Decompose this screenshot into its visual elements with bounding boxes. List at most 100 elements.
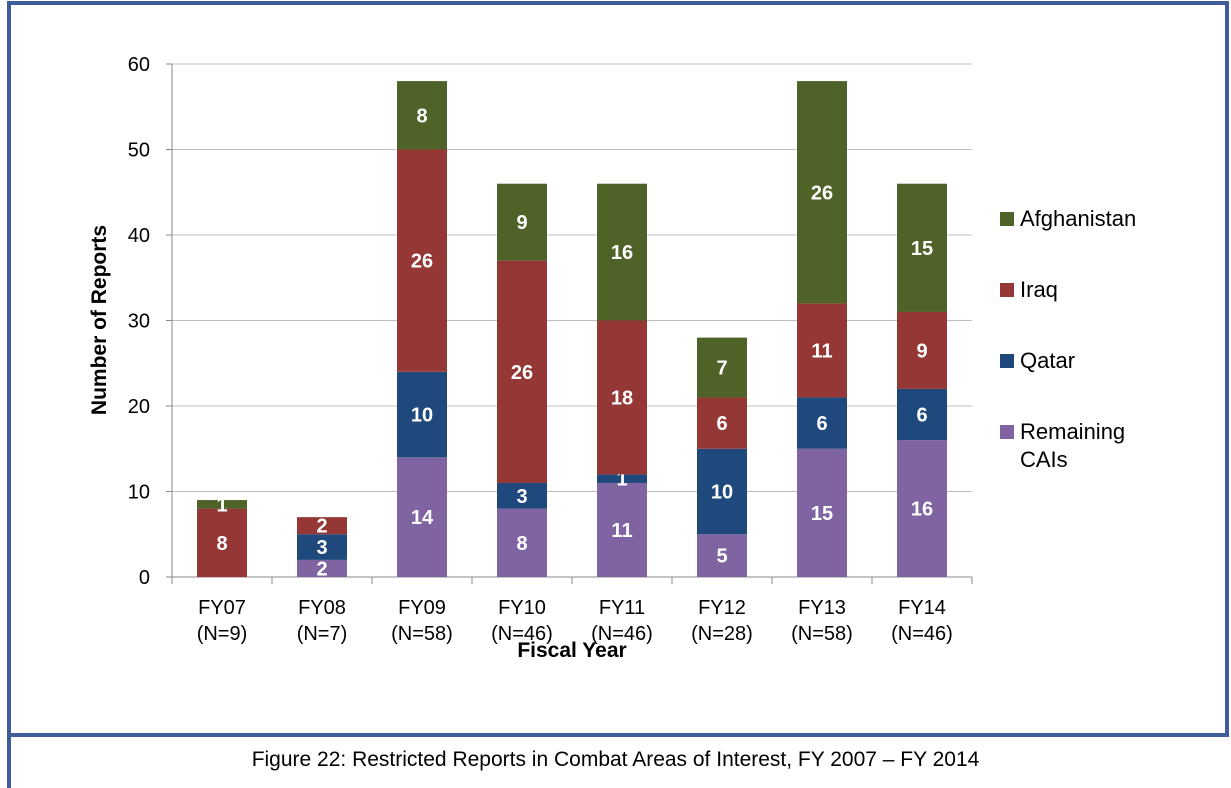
data-label: 26 bbox=[511, 362, 533, 384]
legend-label: Iraq bbox=[1020, 277, 1058, 302]
bar-segment bbox=[197, 508, 247, 577]
x-tick-label: FY08 (N=7) bbox=[297, 597, 348, 645]
x-tick-label-line: FY11 bbox=[599, 597, 645, 619]
bar-segment bbox=[597, 320, 647, 475]
x-tick-label-line: (N=46) bbox=[591, 623, 653, 645]
data-label: 1 bbox=[216, 494, 227, 516]
bar-segment bbox=[697, 397, 747, 449]
y-tick-label: 20 bbox=[128, 396, 150, 418]
data-label: 11 bbox=[611, 520, 632, 542]
x-tick-label-line: FY12 bbox=[698, 597, 746, 619]
legend-label: Remaining CAIs bbox=[1020, 419, 1126, 472]
y-tick-label: 30 bbox=[128, 311, 150, 333]
bar-segment bbox=[697, 534, 747, 577]
bar-segment bbox=[797, 81, 847, 304]
data-label: 11 bbox=[811, 340, 832, 362]
data-label: 7 bbox=[716, 358, 727, 380]
data-label: 9 bbox=[916, 340, 927, 362]
bar-segment bbox=[497, 482, 547, 509]
legend-item: Remaining CAIs bbox=[1000, 418, 1180, 489]
y-tick-label: 0 bbox=[139, 567, 150, 589]
bar-segment bbox=[897, 440, 947, 577]
data-label: 1 bbox=[616, 469, 627, 491]
x-tick-label-line: (N=28) bbox=[691, 623, 753, 645]
x-tick-label-line: (N=7) bbox=[297, 623, 348, 645]
x-tick-label: FY11 (N=46) bbox=[591, 597, 653, 645]
x-tick-label-line: FY09 bbox=[398, 597, 446, 619]
data-label: 6 bbox=[816, 413, 827, 435]
data-label: 10 bbox=[711, 482, 733, 504]
legend-swatch bbox=[1000, 283, 1014, 297]
x-tick-label: FY09 (N=58) bbox=[391, 597, 453, 645]
bar-segment bbox=[597, 474, 647, 483]
bar-segment bbox=[897, 311, 947, 389]
y-tick-label: 60 bbox=[128, 54, 150, 76]
data-label: 5 bbox=[716, 546, 727, 568]
data-label: 16 bbox=[911, 499, 933, 521]
legend-item: Qatar bbox=[1000, 347, 1180, 418]
bar-segment bbox=[397, 149, 447, 372]
data-label: 2 bbox=[316, 516, 327, 538]
bar-segment bbox=[397, 371, 447, 458]
legend-swatch bbox=[1000, 354, 1014, 368]
x-tick-label-line: FY14 bbox=[898, 597, 946, 619]
x-tick-label: FY10 (N=46) bbox=[491, 597, 553, 645]
bar-segment bbox=[697, 448, 747, 535]
bar-segment bbox=[297, 517, 347, 535]
x-tick-label-line: (N=9) bbox=[197, 623, 248, 645]
x-tick-label-line: (N=58) bbox=[391, 623, 453, 645]
bar-segment bbox=[297, 559, 347, 577]
data-label: 10 bbox=[411, 405, 433, 427]
bar-segment bbox=[897, 388, 947, 441]
x-tick-label: FY12 (N=28) bbox=[691, 597, 753, 645]
x-tick-label-line: (N=46) bbox=[891, 623, 953, 645]
bar-segment bbox=[297, 534, 347, 560]
bar-segment bbox=[497, 508, 547, 577]
data-label: 6 bbox=[916, 405, 927, 427]
bar-segment bbox=[897, 183, 947, 312]
data-label: 15 bbox=[811, 503, 833, 525]
legend: Afghanistan Iraq Qatar Remaining CAIs bbox=[1000, 205, 1180, 489]
bar-segment bbox=[797, 397, 847, 449]
data-label: 15 bbox=[911, 238, 933, 260]
bar-segment bbox=[497, 183, 547, 261]
bar-segment bbox=[797, 303, 847, 398]
frame bbox=[7, 1, 1229, 737]
x-tick-label-line: (N=46) bbox=[491, 623, 553, 645]
bar-segment bbox=[197, 500, 247, 509]
caption: Figure 22: Restricted Reports in Combat … bbox=[251, 748, 980, 771]
data-label: 9 bbox=[516, 212, 527, 234]
x-tick-label: FY14 (N=46) bbox=[891, 597, 953, 645]
x-tick-label-line: FY08 bbox=[298, 597, 346, 619]
x-tick-label: FY07 (N=9) bbox=[197, 597, 248, 645]
x-tick-label-line: FY07 bbox=[198, 597, 246, 619]
data-label: 3 bbox=[316, 537, 327, 559]
x-tick-label-line: FY13 bbox=[798, 597, 846, 619]
x-tick-label: FY13 (N=58) bbox=[791, 597, 853, 645]
bar-segment bbox=[597, 183, 647, 321]
legend-label: Qatar bbox=[1020, 348, 1076, 373]
data-label: 18 bbox=[611, 387, 633, 409]
data-label: 16 bbox=[611, 242, 633, 264]
legend-item: Afghanistan bbox=[1000, 205, 1180, 276]
x-axis-title: Fiscal Year bbox=[517, 639, 626, 662]
data-label: 26 bbox=[411, 251, 433, 273]
bar-segment bbox=[397, 457, 447, 577]
y-tick-label: 40 bbox=[128, 225, 150, 247]
y-axis-title: Number of Reports bbox=[88, 225, 111, 415]
data-label: 14 bbox=[411, 507, 434, 529]
data-label: 3 bbox=[516, 486, 527, 508]
legend-swatch bbox=[1000, 212, 1014, 226]
bar-segment bbox=[597, 482, 647, 577]
x-tick-label-line: FY10 bbox=[498, 597, 546, 619]
x-tick-label-line: (N=58) bbox=[791, 623, 853, 645]
bar-segment bbox=[797, 448, 847, 577]
y-tick-label: 10 bbox=[128, 482, 150, 504]
legend-label: Afghanistan bbox=[1020, 206, 1137, 231]
data-label: 8 bbox=[216, 533, 227, 555]
legend-item: Iraq bbox=[1000, 276, 1180, 347]
data-label: 2 bbox=[316, 558, 327, 580]
data-label: 8 bbox=[416, 105, 427, 127]
